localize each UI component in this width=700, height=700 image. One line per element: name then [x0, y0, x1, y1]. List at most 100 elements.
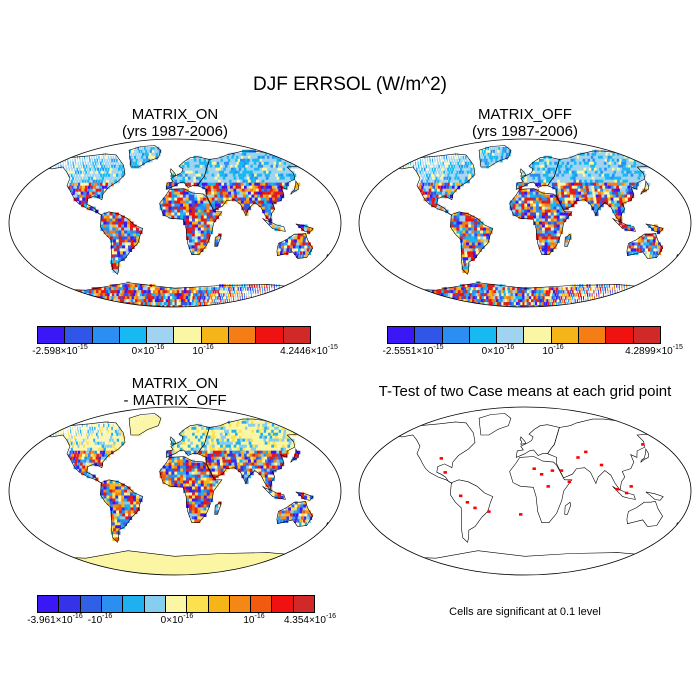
grid-cell	[614, 203, 619, 208]
grid-cell	[623, 284, 625, 288]
grid-cell	[515, 212, 519, 217]
grid-cell	[605, 176, 610, 181]
grid-cell	[547, 233, 552, 238]
grid-cell	[225, 164, 230, 169]
grid-cell	[47, 161, 49, 166]
grid-cell	[567, 203, 572, 208]
grid-cell	[79, 302, 86, 306]
grid-cell	[561, 305, 563, 307]
grid-cell	[139, 284, 144, 288]
grid-cell	[571, 290, 574, 294]
grid-cell	[294, 236, 298, 240]
grid-cell	[163, 296, 167, 300]
grid-cell	[544, 215, 549, 220]
grid-cell	[62, 429, 64, 434]
grid-cell	[223, 167, 228, 172]
grid-cell	[206, 176, 211, 181]
grid-cell	[624, 167, 630, 172]
grid-cell	[559, 206, 563, 211]
grid-cell	[542, 224, 546, 229]
grid-cell	[252, 185, 257, 190]
grid-cell	[647, 251, 650, 255]
grid-cell	[238, 423, 243, 428]
grid-cell	[586, 167, 591, 172]
grid-cell	[435, 194, 439, 199]
grid-cell	[589, 293, 591, 297]
grid-cell	[427, 155, 428, 160]
grid-cell	[227, 152, 232, 157]
grid-cell	[521, 173, 525, 178]
grid-cell	[397, 293, 404, 297]
grid-cell	[81, 173, 84, 178]
grid-cell	[541, 158, 545, 163]
grid-cell	[441, 182, 445, 187]
grid-cell	[260, 185, 265, 190]
grid-cell	[479, 155, 482, 160]
grid-cell	[430, 182, 433, 187]
grid-cell	[471, 239, 476, 243]
grid-cell	[290, 423, 297, 428]
grid-cell	[152, 146, 155, 151]
grid-cell	[543, 293, 546, 297]
grid-cell	[524, 182, 528, 187]
grid-cell	[202, 185, 206, 190]
grid-cell	[253, 179, 258, 184]
grid-cell	[444, 158, 446, 163]
grid-cell	[432, 197, 436, 202]
grid-cell	[87, 185, 91, 190]
grid-cell	[203, 426, 208, 431]
grid-cell	[448, 176, 452, 181]
grid-cell	[243, 423, 248, 428]
grid-cell	[107, 420, 109, 425]
grid-cell	[73, 302, 80, 306]
grid-cell	[176, 290, 180, 294]
grid-cell	[259, 287, 261, 291]
grid-cell	[449, 305, 455, 307]
grid-cell	[131, 423, 134, 428]
grid-cell	[594, 185, 599, 190]
grid-cell	[574, 182, 578, 187]
grid-cell	[451, 158, 453, 163]
grid-cell	[225, 287, 228, 291]
grid-cell	[66, 305, 74, 307]
grid-cell	[547, 167, 552, 172]
grid-cell	[84, 299, 91, 303]
grid-cell	[465, 173, 469, 178]
grid-cell	[77, 176, 80, 181]
grid-cell	[614, 167, 620, 172]
grid-cell	[259, 167, 264, 172]
grid-cell	[278, 164, 284, 169]
grid-cell	[550, 242, 554, 246]
grid-cell	[153, 302, 157, 306]
grid-cell	[540, 305, 543, 307]
grid-cell	[281, 296, 284, 300]
grid-cell	[580, 293, 582, 297]
grid-cell	[198, 173, 202, 178]
grid-cell	[468, 218, 472, 223]
grid-cell	[441, 155, 443, 160]
grid-cell	[282, 176, 287, 181]
grid-cell	[293, 158, 300, 163]
grid-cell	[228, 296, 230, 300]
grid-cell	[469, 170, 472, 175]
grid-cell	[214, 290, 217, 294]
grid-cell	[495, 296, 499, 300]
grid-cell	[91, 305, 98, 307]
grid-cell	[259, 296, 261, 300]
grid-cell	[505, 152, 509, 157]
grid-cell	[109, 302, 115, 306]
grid-cell	[648, 161, 654, 166]
grid-cell	[291, 236, 295, 240]
panel-diff-title-line2: - MATRIX_OFF	[123, 392, 227, 409]
grid-cell	[298, 161, 304, 166]
grid-cell	[530, 305, 533, 307]
grid-cell	[208, 158, 213, 163]
grid-cell	[209, 429, 213, 434]
grid-cell	[536, 221, 540, 226]
grid-cell	[492, 284, 496, 288]
grid-cell	[101, 170, 104, 175]
grid-cell	[623, 170, 629, 175]
grid-cell	[612, 290, 613, 294]
grid-cell	[164, 287, 168, 291]
grid-cell	[148, 290, 152, 294]
